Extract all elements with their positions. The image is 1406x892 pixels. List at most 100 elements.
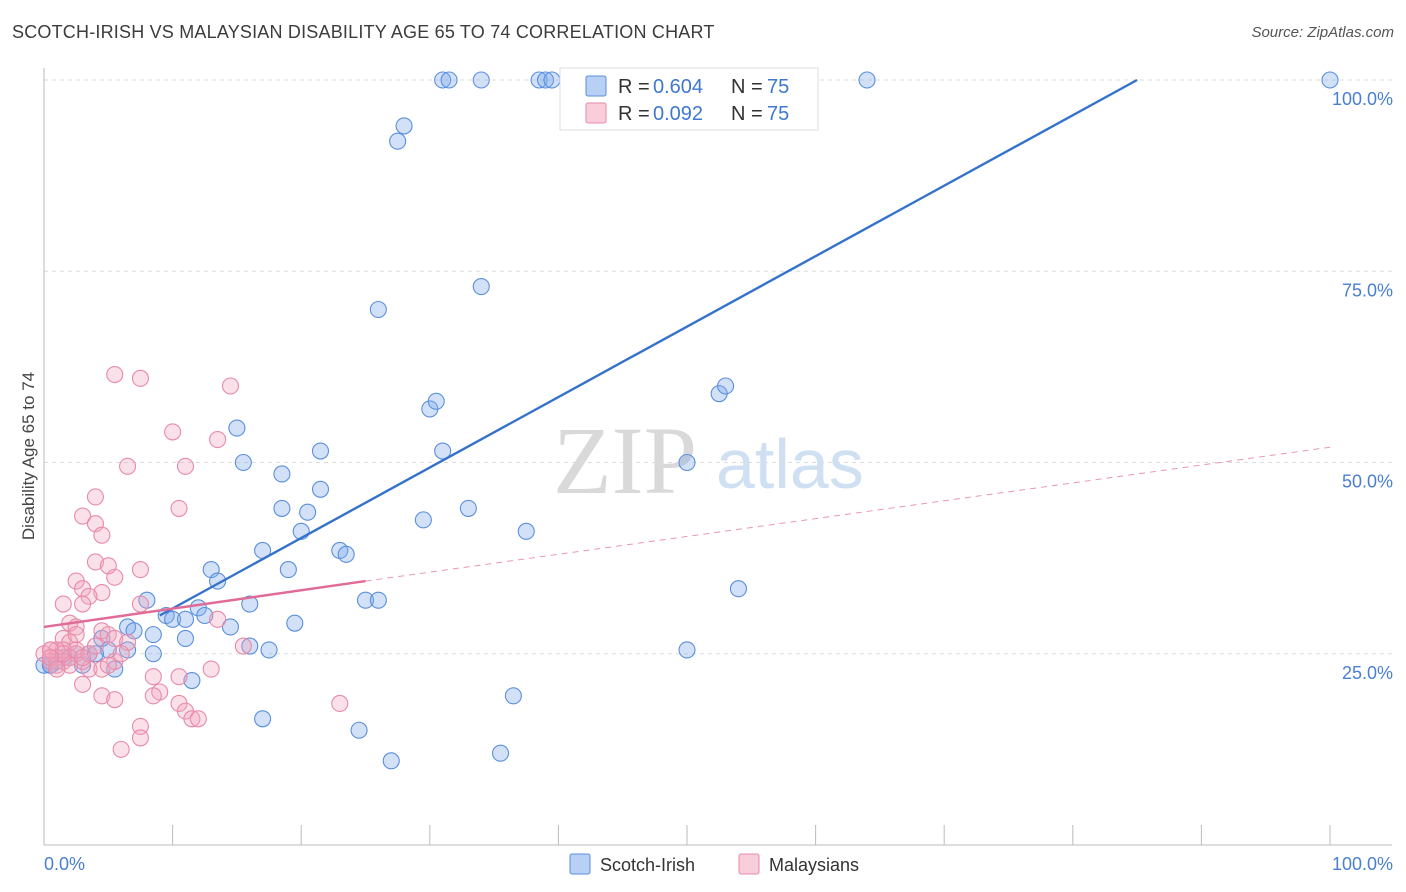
point-scotch-irish-35: [729, 580, 747, 598]
correlation-legend: R = 0.604 N = 75 R = 0.092 N = 75: [559, 67, 819, 131]
point-scotch-irish-69: [254, 710, 272, 728]
legend-n-label-2: N =: [731, 103, 763, 125]
point-malaysians-68: [48, 660, 66, 678]
point-scotch-irish-5: [543, 71, 561, 89]
legend-n-value-2: 75: [767, 103, 789, 125]
point-scotch-irish-11: [369, 300, 387, 319]
point-scotch-irish-51: [176, 629, 195, 648]
point-scotch-irish-6: [858, 71, 876, 89]
bottom-legend-label-scotch-irish: Scotch-Irish: [600, 855, 695, 875]
point-scotch-irish-38: [241, 595, 259, 613]
point-scotch-irish-71: [382, 752, 400, 770]
chart-title: SCOTCH-IRISH VS MALAYSIAN DISABILITY AGE…: [12, 22, 715, 42]
point-malaysians-21: [74, 595, 92, 613]
point-malaysians-61: [131, 729, 149, 747]
y-tick-labels: 25.0% 50.0% 75.0% 100.0%: [1332, 89, 1393, 683]
point-malaysians-2: [221, 377, 240, 395]
point-scotch-irish-10: [472, 277, 490, 296]
y-tick-label-100: 100.0%: [1332, 89, 1393, 109]
point-malaysians-6: [176, 457, 195, 475]
legend-r-label-1: R =: [618, 76, 650, 98]
point-malaysians-70: [67, 626, 85, 644]
point-malaysians-8: [170, 499, 188, 517]
point-malaysians-50: [74, 675, 92, 693]
point-scotch-irish-15: [427, 392, 445, 410]
watermark-zip: ZIP: [553, 407, 697, 514]
point-scotch-irish-40: [196, 606, 214, 625]
point-scotch-irish-53: [260, 641, 278, 659]
point-scotch-irish-13: [717, 377, 735, 395]
point-malaysians-18: [93, 583, 111, 602]
legend-swatch-scotch-irish: [585, 75, 607, 97]
point-malaysians-20: [54, 595, 72, 613]
point-scotch-irish-67: [183, 671, 201, 690]
legend-r-value-1: 0.604: [653, 76, 703, 98]
y-tick-label-25: 25.0%: [1342, 663, 1393, 683]
point-scotch-irish-25: [414, 511, 432, 529]
point-malaysians-74: [112, 645, 130, 663]
point-malaysians-5: [119, 457, 137, 475]
bottom-legend-swatch-scotch-irish: [569, 853, 591, 875]
point-scotch-irish-32: [279, 561, 297, 579]
grid-lines: [44, 79, 1392, 655]
point-scotch-irish-26: [459, 499, 477, 517]
point-malaysians-64: [54, 645, 72, 663]
point-malaysians-49: [170, 668, 188, 686]
point-scotch-irish-23: [273, 499, 291, 517]
x-tick-label-max: 100.0%: [1332, 854, 1393, 874]
bottom-legend-label-malaysians: Malaysians: [769, 855, 859, 875]
legend-r-value-2: 0.092: [653, 103, 703, 125]
axes: [43, 68, 1392, 846]
point-malaysians-54: [106, 691, 124, 709]
y-tick-label-50: 50.0%: [1342, 472, 1393, 492]
legend-n-label-1: N =: [731, 76, 763, 98]
trend-lines: [43, 78, 1331, 629]
point-scotch-irish-55: [144, 645, 162, 663]
point-malaysians-9: [74, 507, 92, 525]
point-scotch-irish-45: [286, 614, 304, 632]
point-scotch-irish-18: [311, 442, 330, 460]
series-malaysians: [35, 365, 349, 758]
point-malaysians-1: [131, 369, 149, 387]
trend-line-scotch-irish: [159, 78, 1138, 617]
point-scotch-irish-44: [176, 610, 195, 628]
point-malaysians-3: [164, 423, 182, 441]
legend-swatch-malaysians: [585, 102, 607, 124]
trend-line-malaysians: [43, 579, 366, 629]
point-scotch-irish-21: [273, 465, 291, 483]
point-scotch-irish-8: [395, 117, 413, 135]
point-scotch-irish-49: [144, 626, 162, 644]
point-scotch-irish-22: [311, 480, 330, 498]
point-malaysians-7: [86, 488, 104, 506]
x-tick-label-min: 0.0%: [44, 854, 85, 874]
point-scotch-irish-1: [440, 71, 458, 89]
point-malaysians-48: [144, 668, 162, 686]
point-malaysians-14: [131, 561, 149, 579]
legend-r-label-2: R =: [618, 103, 650, 125]
point-malaysians-73: [99, 656, 117, 674]
y-tick-label-75: 75.0%: [1342, 280, 1393, 300]
point-scotch-irish-36: [356, 591, 375, 609]
point-scotch-irish-19: [434, 442, 452, 460]
point-scotch-irish-68: [504, 687, 522, 705]
source-label: Source: ZipAtlas.com: [1251, 24, 1394, 41]
point-scotch-irish-9: [389, 132, 407, 150]
point-malaysians-11: [93, 526, 111, 544]
point-malaysians-12: [86, 553, 104, 571]
point-scotch-irish-72: [491, 744, 510, 762]
point-malaysians-22: [131, 595, 149, 613]
point-malaysians-62: [112, 740, 130, 758]
point-malaysians-52: [144, 687, 162, 705]
point-malaysians-0: [106, 365, 124, 384]
series-legend: Scotch-Irish Malaysians: [569, 853, 859, 875]
point-malaysians-31: [234, 637, 252, 655]
point-scotch-irish-17: [234, 453, 252, 472]
point-malaysians-53: [93, 687, 111, 705]
point-scotch-irish-7: [1321, 71, 1339, 89]
point-malaysians-23: [209, 610, 227, 628]
point-malaysians-15: [106, 568, 124, 586]
point-scotch-irish-46: [221, 618, 240, 636]
point-scotch-irish-16: [228, 419, 246, 437]
point-scotch-irish-37: [369, 591, 387, 609]
